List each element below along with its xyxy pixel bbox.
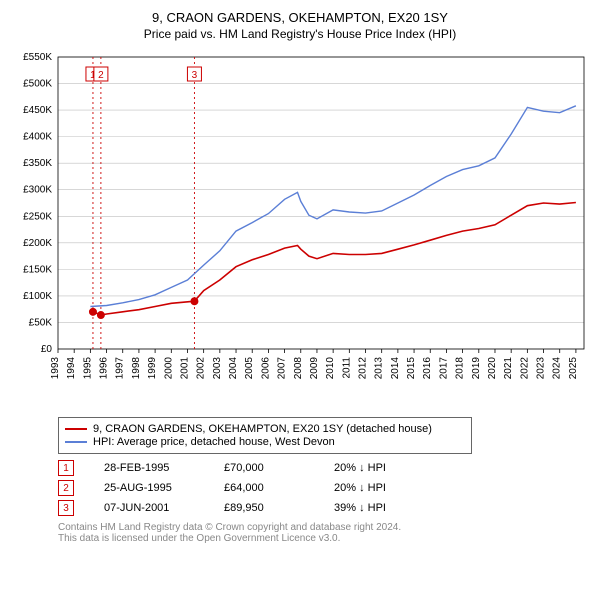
sale-price: £70,000 xyxy=(224,462,304,474)
svg-text:£300K: £300K xyxy=(23,185,52,196)
svg-text:£500K: £500K xyxy=(23,79,52,90)
svg-text:£350K: £350K xyxy=(23,158,52,169)
svg-text:2012: 2012 xyxy=(358,357,369,380)
sale-price: £89,950 xyxy=(224,502,304,514)
legend-row: 9, CRAON GARDENS, OKEHAMPTON, EX20 1SY (… xyxy=(65,423,465,435)
svg-text:2023: 2023 xyxy=(536,357,547,380)
svg-text:2000: 2000 xyxy=(163,357,174,380)
svg-text:2021: 2021 xyxy=(503,357,514,380)
svg-text:£100K: £100K xyxy=(23,291,52,302)
legend-swatch xyxy=(65,441,87,443)
svg-text:1998: 1998 xyxy=(131,357,142,380)
svg-text:2025: 2025 xyxy=(568,357,579,380)
svg-text:2: 2 xyxy=(98,70,104,81)
svg-text:£450K: £450K xyxy=(23,105,52,116)
sale-row: 3 07-JUN-2001 £89,950 39% ↓ HPI xyxy=(58,500,582,516)
svg-text:2022: 2022 xyxy=(519,357,530,380)
legend-label: 9, CRAON GARDENS, OKEHAMPTON, EX20 1SY (… xyxy=(93,423,432,435)
svg-text:2010: 2010 xyxy=(325,357,336,380)
svg-text:2017: 2017 xyxy=(438,357,449,380)
sale-row: 1 28-FEB-1995 £70,000 20% ↓ HPI xyxy=(58,460,582,476)
svg-text:1993: 1993 xyxy=(50,357,61,380)
sale-price: £64,000 xyxy=(224,482,304,494)
svg-text:£550K: £550K xyxy=(23,52,52,63)
svg-text:2007: 2007 xyxy=(277,357,288,380)
sale-marker-badge: 3 xyxy=(58,500,74,516)
svg-text:1994: 1994 xyxy=(66,357,77,380)
sale-date: 28-FEB-1995 xyxy=(104,462,194,474)
svg-text:2020: 2020 xyxy=(487,357,498,380)
svg-text:1995: 1995 xyxy=(82,357,93,380)
sales-table: 1 28-FEB-1995 £70,000 20% ↓ HPI 2 25-AUG-1995… xyxy=(58,460,582,516)
svg-text:1996: 1996 xyxy=(99,357,110,380)
sale-diff: 39% ↓ HPI xyxy=(334,502,424,514)
svg-text:2003: 2003 xyxy=(212,357,223,380)
svg-text:2013: 2013 xyxy=(374,357,385,380)
svg-text:2008: 2008 xyxy=(293,357,304,380)
sale-diff: 20% ↓ HPI xyxy=(334,462,424,474)
page-subtitle: Price paid vs. HM Land Registry's House … xyxy=(8,27,592,41)
svg-text:3: 3 xyxy=(192,70,198,81)
svg-text:2005: 2005 xyxy=(244,357,255,380)
svg-text:£200K: £200K xyxy=(23,238,52,249)
svg-text:£0: £0 xyxy=(41,344,53,355)
svg-text:2009: 2009 xyxy=(309,357,320,380)
page-title: 9, CRAON GARDENS, OKEHAMPTON, EX20 1SY xyxy=(8,10,592,25)
legend-label: HPI: Average price, detached house, West… xyxy=(93,436,335,448)
legend-box: 9, CRAON GARDENS, OKEHAMPTON, EX20 1SY (… xyxy=(58,417,472,454)
svg-text:£250K: £250K xyxy=(23,211,52,222)
footer-attribution: Contains HM Land Registry data © Crown c… xyxy=(58,522,582,544)
footer-line-1: Contains HM Land Registry data © Crown c… xyxy=(58,522,582,533)
svg-text:2002: 2002 xyxy=(196,357,207,380)
sale-marker-badge: 1 xyxy=(58,460,74,476)
sale-diff: 20% ↓ HPI xyxy=(334,482,424,494)
sale-row: 2 25-AUG-1995 £64,000 20% ↓ HPI xyxy=(58,480,582,496)
svg-text:2001: 2001 xyxy=(179,357,190,380)
svg-text:2016: 2016 xyxy=(422,357,433,380)
price-chart: £0 £50K £100K £150K £200K £250K £300K £350K £400… xyxy=(8,49,592,409)
svg-text:2015: 2015 xyxy=(406,357,417,380)
svg-text:2006: 2006 xyxy=(260,357,271,380)
legend-row: HPI: Average price, detached house, West… xyxy=(65,436,465,448)
svg-text:1997: 1997 xyxy=(115,357,126,380)
sale-date: 25-AUG-1995 xyxy=(104,482,194,494)
svg-text:2018: 2018 xyxy=(455,357,466,380)
svg-text:2024: 2024 xyxy=(552,357,563,380)
svg-text:2019: 2019 xyxy=(471,357,482,380)
svg-text:2004: 2004 xyxy=(228,357,239,380)
sale-date: 07-JUN-2001 xyxy=(104,502,194,514)
legend-swatch xyxy=(65,428,87,430)
svg-text:£400K: £400K xyxy=(23,132,52,143)
footer-line-2: This data is licensed under the Open Gov… xyxy=(58,533,582,544)
svg-text:£50K: £50K xyxy=(29,317,53,328)
sale-marker-badge: 2 xyxy=(58,480,74,496)
svg-text:£150K: £150K xyxy=(23,264,52,275)
svg-text:2014: 2014 xyxy=(390,357,401,380)
svg-text:1999: 1999 xyxy=(147,357,158,380)
svg-text:2011: 2011 xyxy=(341,357,352,379)
chart-svg: £0 £50K £100K £150K £200K £250K £300K £350K £400… xyxy=(8,49,592,409)
